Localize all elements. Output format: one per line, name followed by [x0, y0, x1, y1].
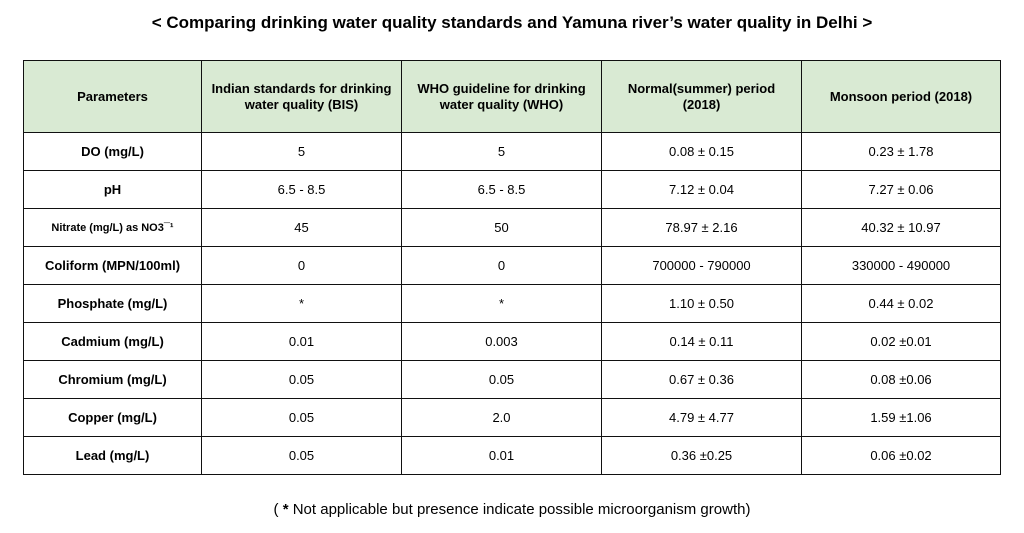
bis-cell: 0.05	[201, 436, 402, 475]
table-row: pH 6.5 - 8.5 6.5 - 8.5 7.12 ± 0.04 7.27 …	[23, 170, 1001, 209]
summer-cell: 0.36 ±0.25	[601, 436, 802, 475]
param-cell: Chromium (mg/L)	[23, 360, 202, 399]
header-summer: Normal(summer) period (2018)	[601, 60, 802, 133]
table-row: Phosphate (mg/L) * * 1.10 ± 0.50 0.44 ± …	[23, 284, 1001, 323]
param-cell: Lead (mg/L)	[23, 436, 202, 475]
who-cell: *	[401, 284, 602, 323]
monsoon-cell: 7.27 ± 0.06	[801, 170, 1001, 209]
param-cell: DO (mg/L)	[23, 132, 202, 171]
summer-cell: 0.67 ± 0.36	[601, 360, 802, 399]
bis-cell: 5	[201, 132, 402, 171]
summer-cell: 4.79 ± 4.77	[601, 398, 802, 437]
table-row: Coliform (MPN/100ml) 0 0 700000 - 790000…	[23, 246, 1001, 285]
table-row: DO (mg/L) 5 5 0.08 ± 0.15 0.23 ± 1.78	[23, 132, 1001, 171]
who-cell: 2.0	[401, 398, 602, 437]
param-cell: Copper (mg/L)	[23, 398, 202, 437]
bis-cell: *	[201, 284, 402, 323]
monsoon-cell: 0.02 ±0.01	[801, 322, 1001, 361]
monsoon-cell: 0.44 ± 0.02	[801, 284, 1001, 323]
param-cell: Cadmium (mg/L)	[23, 322, 202, 361]
param-cell: Coliform (MPN/100ml)	[23, 246, 202, 285]
summer-cell: 0.14 ± 0.11	[601, 322, 802, 361]
table-row: Copper (mg/L) 0.05 2.0 4.79 ± 4.77 1.59 …	[23, 398, 1001, 437]
summer-cell: 78.97 ± 2.16	[601, 208, 802, 247]
who-cell: 0.01	[401, 436, 602, 475]
who-cell: 50	[401, 208, 602, 247]
who-cell: 0.003	[401, 322, 602, 361]
header-row: Parameters Indian standards for drinking…	[23, 60, 1001, 133]
summer-cell: 1.10 ± 0.50	[601, 284, 802, 323]
monsoon-cell: 0.08 ±0.06	[801, 360, 1001, 399]
param-cell: pH	[23, 170, 202, 209]
bis-cell: 0.05	[201, 398, 402, 437]
who-cell: 5	[401, 132, 602, 171]
footnote-text: Not applicable but presence indicate pos…	[288, 501, 751, 518]
header-bis: Indian standards for drinking water qual…	[201, 60, 402, 133]
bis-cell: 0	[201, 246, 402, 285]
footnote-star: *	[282, 501, 289, 518]
page-title: < Comparing drinking water quality stand…	[151, 13, 873, 32]
table-row: Nitrate (mg/L) as NO3¯¹ 45 50 78.97 ± 2.…	[23, 208, 1001, 247]
param-cell: Nitrate (mg/L) as NO3¯¹	[23, 208, 202, 247]
bis-cell: 6.5 - 8.5	[201, 170, 402, 209]
who-cell: 0.05	[401, 360, 602, 399]
who-cell: 0	[401, 246, 602, 285]
bis-cell: 45	[201, 208, 402, 247]
footnote: ( * Not applicable but presence indicate…	[0, 500, 1024, 520]
summer-cell: 7.12 ± 0.04	[601, 170, 802, 209]
param-cell: Phosphate (mg/L)	[23, 284, 202, 323]
monsoon-cell: 40.32 ± 10.97	[801, 208, 1001, 247]
footnote-open: (	[273, 501, 283, 518]
bis-cell: 0.01	[201, 322, 402, 361]
monsoon-cell: 1.59 ±1.06	[801, 398, 1001, 437]
summer-cell: 0.08 ± 0.15	[601, 132, 802, 171]
header-parameters: Parameters	[23, 60, 202, 133]
header-who: WHO guideline for drinking water quality…	[401, 60, 602, 133]
table-row: Lead (mg/L) 0.05 0.01 0.36 ±0.25 0.06 ±0…	[23, 436, 1001, 475]
who-cell: 6.5 - 8.5	[401, 170, 602, 209]
monsoon-cell: 0.06 ±0.02	[801, 436, 1001, 475]
monsoon-cell: 330000 - 490000	[801, 246, 1001, 285]
monsoon-cell: 0.23 ± 1.78	[801, 132, 1001, 171]
summer-cell: 700000 - 790000	[601, 246, 802, 285]
table-row: Chromium (mg/L) 0.05 0.05 0.67 ± 0.36 0.…	[23, 360, 1001, 399]
table-row: Cadmium (mg/L) 0.01 0.003 0.14 ± 0.11 0.…	[23, 322, 1001, 361]
header-monsoon: Monsoon period (2018)	[801, 60, 1001, 133]
water-quality-table: Parameters Indian standards for drinking…	[23, 60, 1001, 475]
bis-cell: 0.05	[201, 360, 402, 399]
